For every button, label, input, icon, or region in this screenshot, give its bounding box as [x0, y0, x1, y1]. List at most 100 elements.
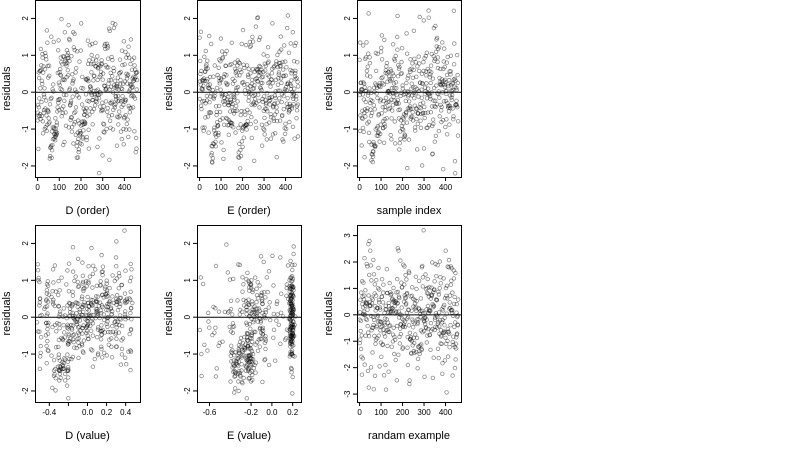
data-point	[276, 322, 281, 327]
data-point	[133, 74, 138, 80]
data-point	[120, 93, 125, 99]
data-point	[220, 339, 225, 344]
data-point	[253, 125, 259, 131]
data-point	[235, 63, 240, 68]
data-point	[428, 63, 434, 68]
data-point	[374, 83, 379, 88]
data-point	[451, 276, 457, 281]
data-point	[93, 299, 99, 304]
data-point	[84, 137, 89, 143]
y-tick-label: 2	[343, 16, 352, 21]
data-point	[288, 352, 293, 357]
data-point	[38, 46, 44, 52]
data-point	[51, 368, 57, 373]
y-tick-label: -1	[343, 125, 352, 133]
data-point	[68, 100, 73, 106]
data-point	[445, 100, 450, 106]
data-point	[289, 303, 295, 309]
data-point	[293, 97, 299, 102]
data-point	[206, 85, 211, 91]
data-point	[371, 102, 376, 108]
data-point	[402, 293, 407, 298]
data-point	[430, 117, 436, 122]
data-point	[443, 98, 449, 104]
data-point	[103, 99, 109, 104]
data-point	[281, 93, 286, 99]
data-point	[127, 87, 133, 92]
data-point	[205, 348, 210, 353]
data-point	[47, 102, 53, 107]
data-point	[84, 328, 90, 334]
data-point	[418, 105, 423, 111]
data-point	[363, 303, 368, 308]
data-point	[240, 309, 245, 314]
data-point	[408, 114, 414, 119]
data-point	[58, 72, 63, 77]
data-point	[290, 322, 295, 327]
data-point	[289, 341, 295, 346]
data-point	[437, 324, 442, 329]
data-point	[430, 152, 435, 157]
data-point	[416, 68, 422, 74]
data-point	[197, 96, 202, 102]
data-point	[358, 346, 364, 352]
data-point	[386, 310, 391, 315]
data-point	[131, 78, 137, 83]
data-point	[230, 276, 236, 282]
data-point	[396, 309, 401, 314]
data-point	[124, 81, 130, 86]
x-tick-label: 100	[374, 408, 388, 417]
data-point	[83, 120, 88, 126]
data-point	[403, 295, 408, 300]
data-point	[372, 143, 377, 149]
data-point	[402, 89, 408, 94]
data-point	[368, 303, 373, 309]
data-point	[424, 125, 429, 131]
data-point	[66, 261, 72, 266]
data-point	[111, 65, 116, 71]
data-point	[97, 136, 102, 141]
data-point	[241, 282, 246, 287]
data-point	[214, 134, 219, 139]
data-point	[236, 150, 241, 155]
data-point	[209, 143, 214, 149]
data-point	[438, 82, 443, 87]
data-point	[79, 296, 84, 302]
data-point	[81, 323, 86, 328]
data-point	[119, 338, 124, 343]
data-point	[290, 276, 295, 281]
data-point	[88, 90, 94, 96]
data-point	[100, 272, 105, 278]
data-point	[397, 295, 402, 301]
data-point	[225, 123, 230, 128]
data-point	[405, 165, 410, 171]
data-point	[85, 323, 90, 328]
data-point	[376, 130, 381, 135]
data-point	[88, 297, 94, 302]
data-point	[389, 308, 394, 313]
data-point	[379, 294, 384, 299]
data-point	[400, 86, 405, 91]
data-point	[436, 46, 441, 52]
data-point	[360, 116, 365, 121]
data-point	[109, 312, 114, 317]
data-point	[86, 336, 91, 341]
data-point	[50, 299, 56, 305]
data-point	[244, 335, 250, 340]
data-point	[390, 296, 395, 301]
data-point	[452, 344, 457, 350]
data-point	[114, 325, 119, 330]
data-point	[78, 131, 83, 136]
data-point	[448, 264, 453, 269]
data-point	[401, 127, 406, 133]
data-point	[79, 102, 85, 107]
data-point	[49, 147, 55, 153]
data-point	[70, 244, 76, 250]
plot-frame	[197, 0, 302, 178]
data-point	[95, 144, 100, 150]
data-point	[422, 115, 427, 121]
data-point	[123, 113, 128, 118]
data-point	[52, 303, 57, 309]
data-point	[250, 39, 256, 44]
data-point	[265, 60, 271, 66]
